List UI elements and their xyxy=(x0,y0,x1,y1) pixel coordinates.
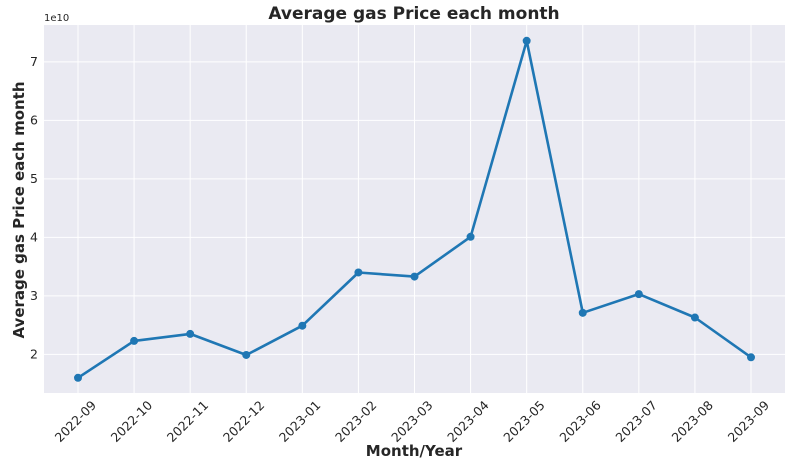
x-tick-label: 2023-01 xyxy=(276,398,324,446)
x-tick-label: 2023-06 xyxy=(556,397,604,445)
x-tick-label: 2023-09 xyxy=(725,397,773,445)
y-tick-label: 2 xyxy=(30,346,38,361)
x-tick-label: 2023-05 xyxy=(500,398,548,446)
data-points xyxy=(74,36,755,382)
y-tick-labels: 2 3 4 5 6 7 xyxy=(30,54,38,362)
data-point-2023-03 xyxy=(410,272,419,281)
x-tick-label: 2023-08 xyxy=(668,397,716,445)
y-axis-offset-label: 1e10 xyxy=(44,13,69,24)
y-tick-label: 4 xyxy=(30,229,38,244)
data-point-2023-01 xyxy=(298,321,307,330)
data-point-2023-06 xyxy=(578,308,587,317)
data-point-2023-02 xyxy=(354,268,363,277)
y-tick-label: 3 xyxy=(30,288,38,303)
y-axis-label: Average gas Price each month xyxy=(10,81,28,338)
x-axis-label: Month/Year xyxy=(366,442,463,460)
y-tick-label: 5 xyxy=(30,171,38,186)
chart-title: Average gas Price each month xyxy=(268,4,559,24)
x-tick-label: 2022-12 xyxy=(220,398,268,446)
data-point-2023-09 xyxy=(747,353,755,362)
data-point-2022-12 xyxy=(242,350,251,359)
y-tick-label: 7 xyxy=(30,54,38,69)
data-point-2023-04 xyxy=(466,232,475,241)
y-tick-label: 6 xyxy=(30,112,38,127)
data-point-2023-07 xyxy=(634,290,643,299)
x-tick-label: 2023-02 xyxy=(332,398,380,446)
data-point-2023-05 xyxy=(522,36,531,45)
x-tick-labels: 2022-09 2022-10 2022-11 2022-12 2023-01 2023-… xyxy=(52,397,773,445)
x-tick-label: 2023-04 xyxy=(444,397,492,445)
x-tick-label: 2022-11 xyxy=(164,398,212,446)
data-point-2022-10 xyxy=(130,336,139,345)
data-point-2023-08 xyxy=(690,313,699,322)
x-tick-label: 2023-07 xyxy=(612,398,660,446)
x-tick-label: 2022-10 xyxy=(108,397,156,445)
x-tick-label: 2022-09 xyxy=(52,397,100,445)
x-tick-label: 2023-03 xyxy=(388,398,436,446)
data-point-2022-11 xyxy=(186,329,195,338)
grid-lines xyxy=(44,25,785,393)
data-point-2022-09 xyxy=(74,373,82,382)
